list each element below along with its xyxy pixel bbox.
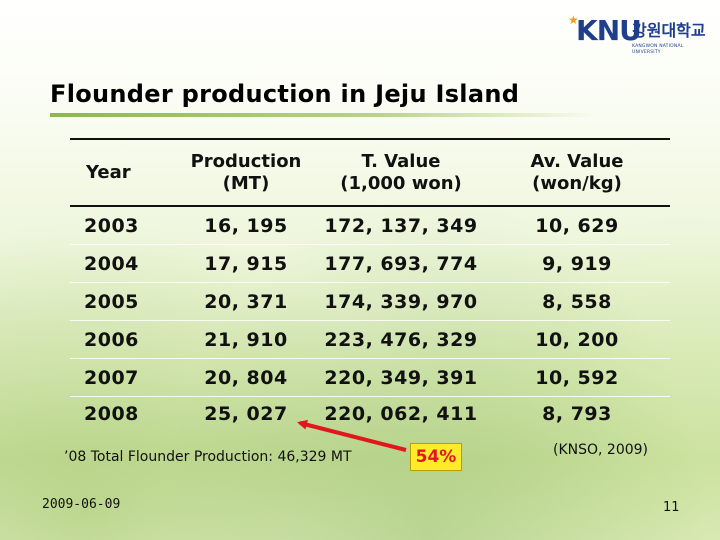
header-total-value: T. Value (1,000 won) <box>340 151 462 194</box>
row-divider <box>70 358 670 359</box>
row-divider <box>70 320 670 321</box>
header-average-value: Av. Value (won/kg) <box>530 151 624 194</box>
cell-production: 20, 804 <box>204 367 288 389</box>
cell-year: 2003 <box>84 215 139 237</box>
cell-average-value: 8, 793 <box>542 403 612 425</box>
cell-average-value: 10, 592 <box>535 367 619 389</box>
table-row: 2005 20, 371 174, 339, 970 8, 558 <box>70 283 670 321</box>
cell-year: 2008 <box>84 403 139 425</box>
logo-brand: KNU <box>576 14 642 47</box>
table-row: 2003 16, 195 172, 137, 349 10, 629 <box>70 207 670 245</box>
table-row: 2006 21, 910 223, 476, 329 10, 200 <box>70 321 670 359</box>
slide-date: 2009-06-09 <box>42 497 121 512</box>
cell-total-value: 223, 476, 329 <box>324 329 478 351</box>
header-year: Year <box>86 162 131 183</box>
cell-total-value: 172, 137, 349 <box>324 215 478 237</box>
arrow-line <box>297 419 407 452</box>
table-top-rule <box>70 138 670 140</box>
cell-average-value: 10, 200 <box>535 329 619 351</box>
cell-average-value: 9, 919 <box>542 253 612 275</box>
page-number: 11 <box>663 500 680 515</box>
logo-korean-name: 강원대학교 <box>632 21 706 40</box>
star-icon: ★ <box>568 13 579 27</box>
cell-year: 2007 <box>84 367 139 389</box>
university-logo: ★ KNU 강원대학교 KANGWON NATIONAL UNIVERSITY <box>568 13 708 55</box>
slide-title: Flounder production in Jeju Island <box>50 80 520 108</box>
logo-english-name: KANGWON NATIONAL UNIVERSITY <box>632 44 684 55</box>
cell-production: 20, 371 <box>204 291 288 313</box>
cell-production: 16, 195 <box>204 215 288 237</box>
table-row: 2004 17, 915 177, 693, 774 9, 919 <box>70 245 670 283</box>
cell-year: 2005 <box>84 291 139 313</box>
cell-year: 2004 <box>84 253 139 275</box>
title-underline <box>50 113 598 117</box>
table-header-row: Year Production (MT) T. Value (1,000 won) … <box>70 140 670 206</box>
cell-production: 21, 910 <box>204 329 288 351</box>
cell-average-value: 8, 558 <box>542 291 612 313</box>
source-citation: (KNSO, 2009) <box>553 442 649 458</box>
row-divider <box>70 396 670 397</box>
total-production-note: ’08 Total Flounder Production: 46,329 MT <box>64 449 352 465</box>
row-divider <box>70 244 670 245</box>
share-badge: 54% <box>410 443 462 471</box>
row-divider <box>70 282 670 283</box>
cell-production: 17, 915 <box>204 253 288 275</box>
cell-total-value: 220, 349, 391 <box>324 367 478 389</box>
cell-year: 2006 <box>84 329 139 351</box>
cell-total-value: 174, 339, 970 <box>324 291 478 313</box>
cell-production: 25, 027 <box>204 403 288 425</box>
cell-average-value: 10, 629 <box>535 215 619 237</box>
cell-total-value: 177, 693, 774 <box>324 253 478 275</box>
header-production: Production (MT) <box>190 151 302 194</box>
table-header-rule <box>70 205 670 207</box>
table-row: 2007 20, 804 220, 349, 391 10, 592 <box>70 359 670 397</box>
table-row: 2008 25, 027 220, 062, 411 8, 793 <box>70 395 670 433</box>
cell-total-value: 220, 062, 411 <box>324 403 478 425</box>
